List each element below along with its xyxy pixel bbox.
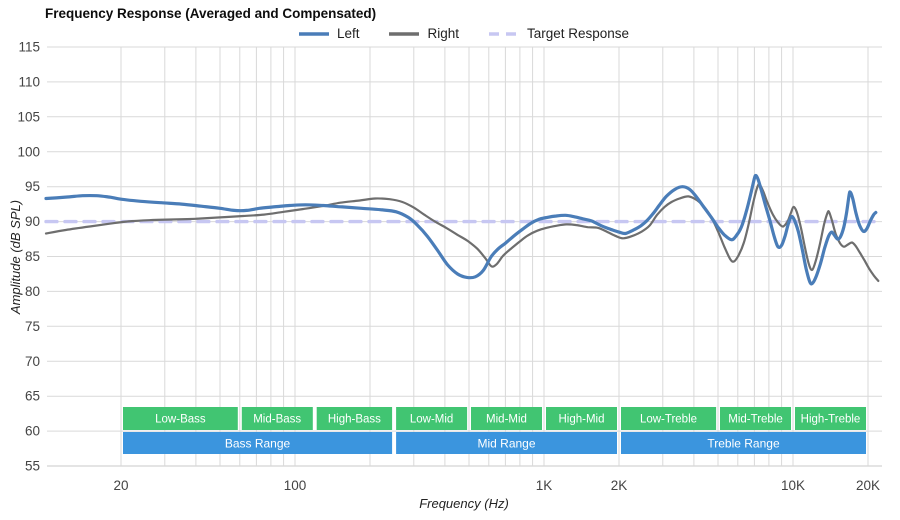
y-tick-label: 95 [25, 179, 40, 194]
x-tick-label: 1K [536, 478, 553, 493]
sub-band-label: Mid-Mid [486, 414, 527, 426]
sub-band-low-bass [123, 407, 238, 430]
range-band-label: Treble Range [707, 437, 780, 451]
sub-band-high-bass [316, 407, 393, 430]
sub-band-mid-treble [720, 407, 791, 430]
legend-label: Target Response [526, 26, 630, 41]
legend-label: Right [427, 26, 459, 41]
y-tick-label: 115 [18, 40, 40, 55]
y-tick-label: 60 [25, 424, 40, 439]
legend: Left Right Target Response [14, 26, 900, 41]
range-band-label: Bass Range [225, 437, 291, 451]
y-tick-label: 65 [25, 389, 40, 404]
legend-item-right[interactable]: Right [389, 26, 459, 41]
y-tick-label: 105 [17, 109, 40, 124]
y-tick-label: 55 [25, 459, 40, 474]
sub-band-label: Low-Mid [410, 414, 453, 426]
x-tick-label: 20K [856, 478, 880, 493]
y-axis-title: Amplitude (dB SPL) [8, 199, 23, 315]
sub-band-label: Mid-Treble [728, 414, 783, 426]
sub-band-low-treble [621, 407, 717, 430]
x-tick-label: 2K [611, 478, 628, 493]
x-tick-label: 20 [113, 478, 128, 493]
sub-band-label: High-Treble [801, 414, 861, 426]
x-tick-label: 100 [284, 478, 307, 493]
sub-band-label: Low-Bass [155, 414, 206, 426]
range-band-mid-range [396, 432, 617, 454]
left-curve [44, 173, 878, 286]
range-band-treble-range [621, 432, 866, 454]
x-tick-label: 10K [781, 478, 805, 493]
legend-swatch-icon [389, 31, 420, 36]
page-title: Frequency Response (Averaged and Compens… [45, 6, 377, 21]
y-tick-label: 90 [25, 214, 40, 229]
sub-band-high-treble [795, 407, 866, 430]
sub-band-mid-mid [471, 407, 542, 430]
sub-band-low-mid [396, 407, 468, 430]
sub-band-label: High-Mid [558, 414, 604, 426]
range-band-label: Mid Range [477, 437, 535, 451]
legend-swatch-icon [488, 31, 519, 36]
legend-item-left[interactable]: Left [298, 26, 360, 41]
y-tick-label: 70 [25, 354, 40, 369]
right-curve [44, 183, 880, 282]
sub-band-label: High-Bass [328, 414, 381, 426]
legend-swatch-icon [298, 31, 329, 36]
legend-label: Left [336, 26, 360, 41]
y-tick-label: 85 [25, 249, 40, 264]
sub-band-mid-bass [241, 407, 313, 430]
y-tick-label: 80 [25, 284, 40, 299]
sub-band-label: Mid-Bass [253, 414, 301, 426]
range-band-bass-range [123, 432, 393, 454]
y-tick-label: 110 [18, 74, 40, 89]
x-axis-title: Frequency (Hz) [419, 496, 509, 511]
legend-item-target-response[interactable]: Target Response [488, 26, 630, 41]
y-tick-label: 100 [17, 144, 40, 159]
sub-band-high-mid [546, 407, 617, 430]
y-tick-label: 75 [25, 319, 40, 334]
sub-band-label: Low-Treble [640, 414, 697, 426]
